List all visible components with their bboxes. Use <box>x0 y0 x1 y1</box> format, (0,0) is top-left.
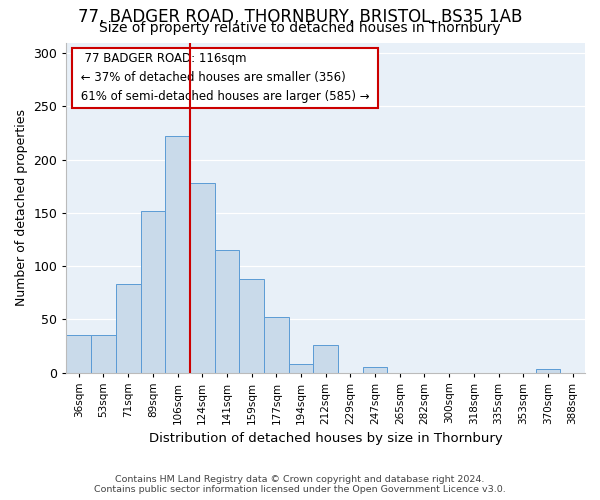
Bar <box>215 250 239 372</box>
Bar <box>67 336 91 372</box>
Bar <box>165 136 190 372</box>
Text: Size of property relative to detached houses in Thornbury: Size of property relative to detached ho… <box>99 21 501 35</box>
Text: Contains HM Land Registry data © Crown copyright and database right 2024.
Contai: Contains HM Land Registry data © Crown c… <box>94 474 506 494</box>
Bar <box>116 284 140 372</box>
Bar <box>239 279 264 372</box>
Bar <box>536 370 560 372</box>
Bar <box>140 210 165 372</box>
Y-axis label: Number of detached properties: Number of detached properties <box>15 109 28 306</box>
Text: 77, BADGER ROAD, THORNBURY, BRISTOL, BS35 1AB: 77, BADGER ROAD, THORNBURY, BRISTOL, BS3… <box>78 8 522 26</box>
Bar <box>363 367 388 372</box>
Bar <box>264 317 289 372</box>
Bar <box>91 336 116 372</box>
X-axis label: Distribution of detached houses by size in Thornbury: Distribution of detached houses by size … <box>149 432 503 445</box>
Bar <box>313 345 338 372</box>
Bar <box>190 183 215 372</box>
Bar <box>289 364 313 372</box>
Text: 77 BADGER ROAD: 116sqm  
 ← 37% of detached houses are smaller (356) 
 61% of se: 77 BADGER ROAD: 116sqm ← 37% of detached… <box>77 52 373 104</box>
